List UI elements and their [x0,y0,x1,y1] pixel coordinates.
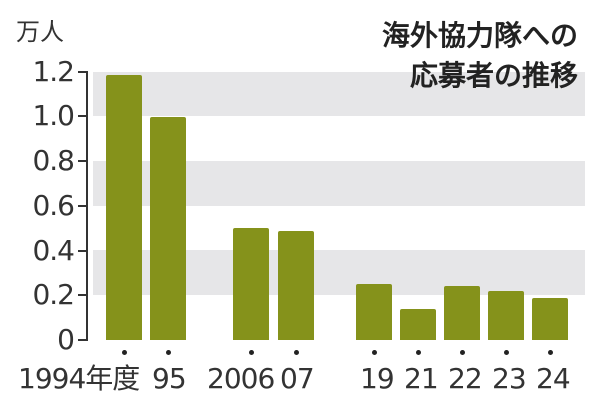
x-tick-dot [504,350,509,355]
x-label-1994: 1994年度 [18,362,140,395]
bar-23 [488,291,524,340]
y-tick-label: 0.6 [32,189,75,222]
y-axis-line [86,71,88,341]
bar-07 [278,231,314,340]
grid-band-1 [93,72,585,116]
y-tick [78,339,87,341]
x-label-24: 24 [536,362,571,395]
bar-24 [532,298,568,340]
x-label-07: 07 [280,362,315,395]
y-tick [78,115,87,117]
y-tick-label: 0.8 [32,144,75,177]
y-tick-label: 0.2 [32,278,75,311]
bar-1994年度 [106,75,142,340]
y-axis-unit: 万人 [16,18,64,46]
x-label-19: 19 [360,362,395,395]
y-tick [78,205,87,207]
bar-2006 [233,228,269,340]
y-tick-label: 1.0 [32,99,75,132]
x-label-22: 22 [448,362,483,395]
x-tick-dot [416,350,421,355]
x-tick-dot [372,350,377,355]
x-label-2006: 2006 [207,362,275,395]
chart-title-line-2: 応募者の推移 [409,59,578,92]
y-tick-label: 0 [57,323,75,356]
y-tick [78,250,87,252]
x-tick-dot [166,350,171,355]
x-label-21: 21 [404,362,439,395]
bar-22 [444,286,480,340]
y-tick [78,294,87,296]
y-tick [78,160,87,162]
x-tick-dot [460,350,465,355]
chart-title: 海外協力隊への 応募者の推移 [382,16,578,96]
y-tick-label: 1.2 [32,55,75,88]
x-tick-dot [294,350,299,355]
x-tick-dot [548,350,553,355]
bar-21 [400,309,436,340]
bar-19 [356,284,392,340]
y-tick [78,71,87,73]
x-label-95: 95 [152,362,187,395]
x-tick-dot [122,350,127,355]
x-label-23: 23 [492,362,527,395]
bar-95 [150,117,186,340]
chart-title-line-1: 海外協力隊への [381,19,578,52]
x-tick-dot [249,350,254,355]
y-tick-label: 0.4 [32,234,75,267]
